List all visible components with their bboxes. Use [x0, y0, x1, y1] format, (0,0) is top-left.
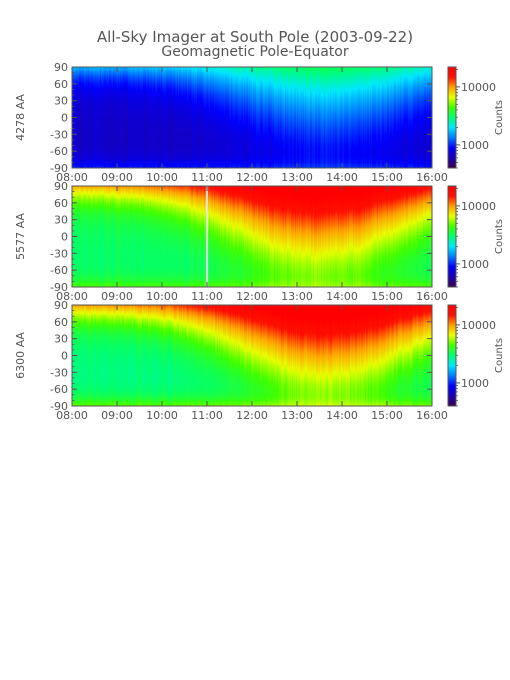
- y-axis-label-1: 4278 AA: [14, 94, 27, 141]
- y-tick-label-2-6: -90: [50, 281, 68, 294]
- x-tick-label-2-5: 13:00: [281, 290, 313, 303]
- x-tick-label-1-0: 08:00: [56, 171, 88, 184]
- colorbar-label-3: Counts: [494, 338, 505, 373]
- x-tick-label-1-5: 13:00: [281, 171, 313, 184]
- x-tick-label-1-8: 16:00: [416, 171, 448, 184]
- x-tick-label-3-7: 15:00: [371, 409, 403, 422]
- figure-title: All-Sky Imager at South Pole (2003-09-22…: [97, 28, 413, 46]
- y-tick-label-3-6: -90: [50, 400, 68, 413]
- y-axis-label-3: 6300 AA: [14, 332, 27, 379]
- x-tick-label-1-2: 10:00: [146, 171, 178, 184]
- y-tick-label-3-4: -30: [50, 366, 68, 379]
- y-tick-label-1-4: -30: [50, 128, 68, 141]
- x-tick-label-3-6: 14:00: [326, 409, 358, 422]
- y-tick-label-1-5: -60: [50, 145, 68, 158]
- y-tick-label-3-3: 0: [61, 350, 68, 363]
- x-tick-label-3-1: 09:00: [101, 409, 133, 422]
- x-tick-label-1-1: 09:00: [101, 171, 133, 184]
- x-tick-label-3-2: 10:00: [146, 409, 178, 422]
- heatmap-image-2: [72, 186, 432, 287]
- heatmap-image-3: [72, 305, 432, 406]
- y-tick-label-2-0: 90: [54, 180, 68, 193]
- y-tick-label-1-1: 60: [54, 78, 68, 91]
- x-tick-label-2-1: 09:00: [101, 290, 133, 303]
- figure-subtitle: Geomagnetic Pole-Equator: [161, 44, 348, 60]
- colorbar-tick-label-2-1: 1000: [461, 258, 489, 271]
- y-tick-label-3-2: 30: [54, 333, 68, 346]
- x-tick-label-1-7: 15:00: [371, 171, 403, 184]
- colorbar-tick-label-3-0: 10000: [461, 319, 496, 332]
- x-tick-label-3-8: 16:00: [416, 409, 448, 422]
- x-tick-label-1-4: 12:00: [236, 171, 268, 184]
- x-tick-label-2-4: 12:00: [236, 290, 268, 303]
- x-tick-label-2-7: 15:00: [371, 290, 403, 303]
- colorbar-tick-label-2-0: 10000: [461, 200, 496, 213]
- x-tick-label-3-4: 12:00: [236, 409, 268, 422]
- y-tick-label-1-2: 30: [54, 95, 68, 108]
- colorbar-label-2: Counts: [494, 219, 505, 254]
- y-tick-label-2-3: 0: [61, 231, 68, 244]
- x-tick-label-2-6: 14:00: [326, 290, 358, 303]
- y-tick-label-2-4: -30: [50, 247, 68, 260]
- colorbar-label-1: Counts: [494, 100, 505, 135]
- x-tick-label-2-2: 10:00: [146, 290, 178, 303]
- colorbar-tick-label-1-1: 1000: [461, 139, 489, 152]
- y-tick-label-1-0: 90: [54, 61, 68, 74]
- y-tick-label-1-3: 0: [61, 112, 68, 125]
- y-tick-label-3-1: 60: [54, 316, 68, 329]
- colorbar-3: [447, 304, 457, 407]
- y-tick-label-2-1: 60: [54, 197, 68, 210]
- y-tick-label-2-5: -60: [50, 264, 68, 277]
- y-axis-label-2: 5577 AA: [14, 213, 27, 260]
- colorbar-1: [447, 66, 457, 169]
- y-tick-label-1-6: -90: [50, 162, 68, 175]
- x-tick-label-3-3: 11:00: [191, 409, 223, 422]
- x-tick-label-3-0: 08:00: [56, 409, 88, 422]
- colorbar-tick-label-1-0: 10000: [461, 81, 496, 94]
- colorbar-tick-label-3-1: 1000: [461, 377, 489, 390]
- heatmap-image-1: [72, 67, 432, 168]
- y-tick-label-3-5: -60: [50, 383, 68, 396]
- y-tick-label-2-2: 30: [54, 214, 68, 227]
- x-tick-label-2-3: 11:00: [191, 290, 223, 303]
- y-tick-label-3-0: 90: [54, 299, 68, 312]
- x-tick-label-2-0: 08:00: [56, 290, 88, 303]
- x-tick-label-2-8: 16:00: [416, 290, 448, 303]
- x-tick-label-3-5: 13:00: [281, 409, 313, 422]
- x-tick-label-1-3: 11:00: [191, 171, 223, 184]
- x-tick-label-1-6: 14:00: [326, 171, 358, 184]
- colorbar-2: [447, 185, 457, 288]
